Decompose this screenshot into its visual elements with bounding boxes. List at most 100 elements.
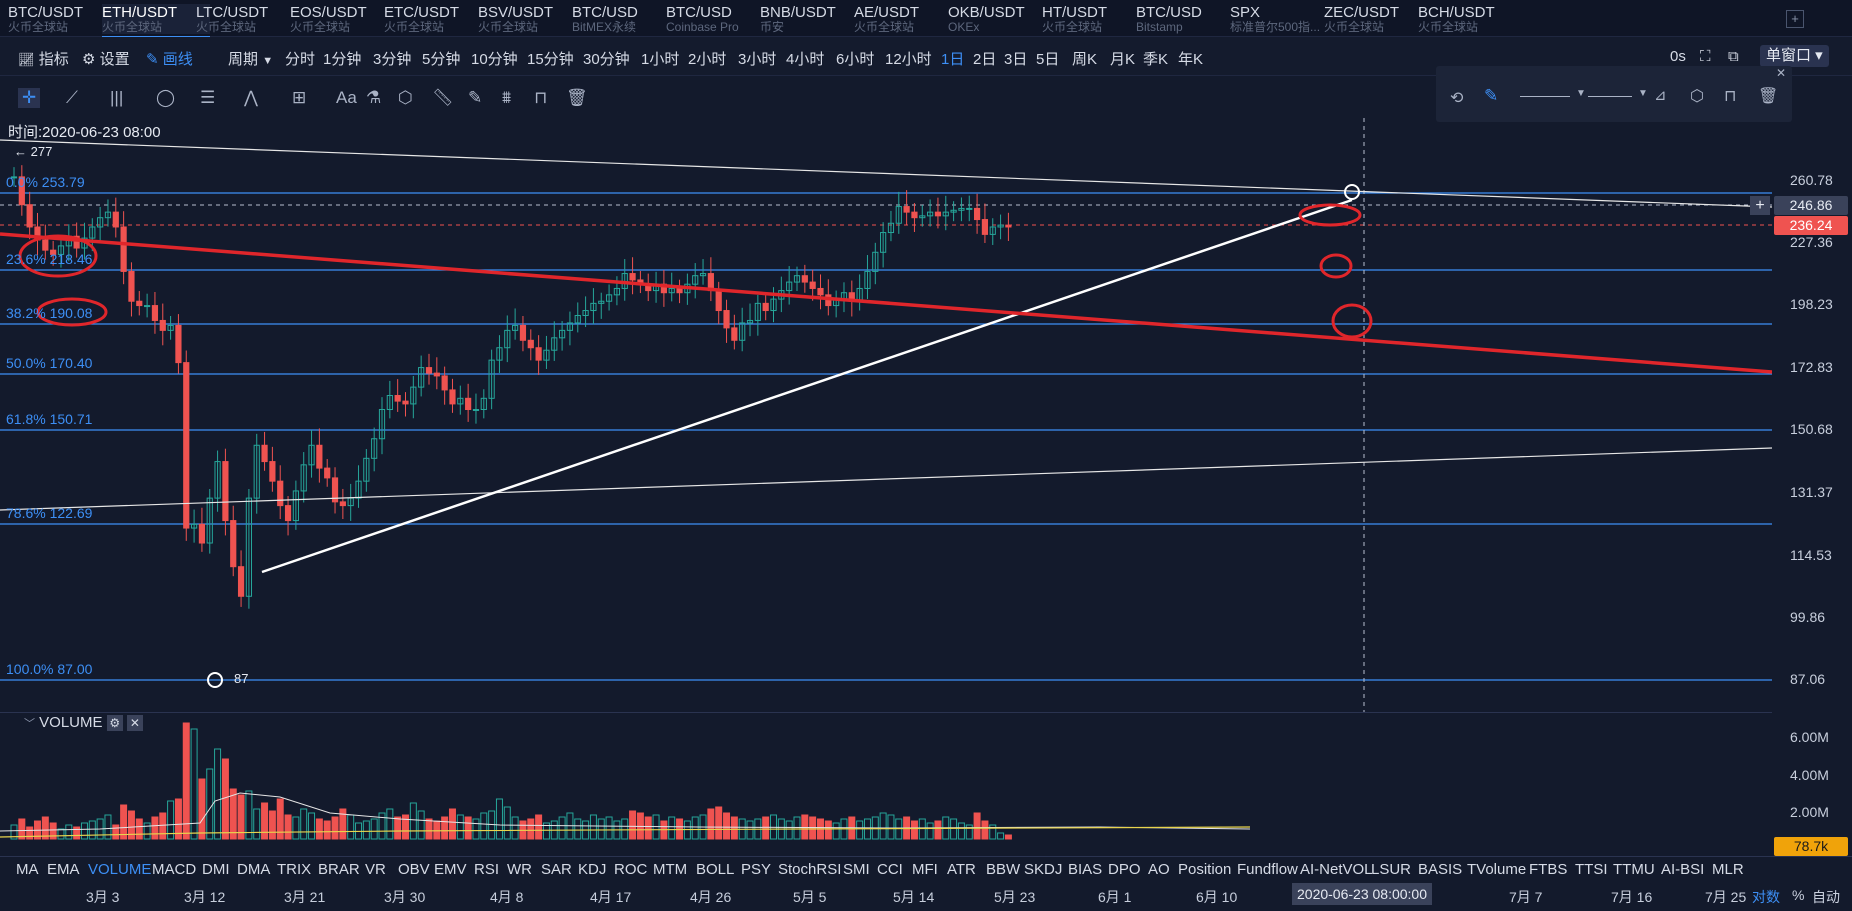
indicator-option[interactable]: RSI: [474, 861, 500, 878]
screenshot-icon[interactable]: ⧉: [1728, 48, 1739, 65]
indicator-option[interactable]: Fundflow: [1237, 861, 1298, 878]
period-option[interactable]: 1日: [941, 51, 965, 68]
indicator-option[interactable]: TTSI: [1575, 861, 1608, 878]
trendline-icon[interactable]: ⟋: [66, 88, 78, 107]
trendline-anchor[interactable]: [1344, 184, 1360, 200]
lock-icon[interactable]: ⊓: [1724, 88, 1737, 105]
resistance-trendline[interactable]: [0, 139, 1772, 208]
indicator-option[interactable]: SMI: [843, 861, 870, 878]
period-option[interactable]: 季K: [1143, 51, 1169, 68]
highlight-ellipse[interactable]: [1331, 303, 1373, 339]
indicator-option[interactable]: TVolume: [1467, 861, 1527, 878]
period-option[interactable]: 2小时: [688, 51, 727, 68]
period-option[interactable]: 30分钟: [583, 51, 630, 68]
indicator-option[interactable]: AO: [1148, 861, 1170, 878]
symbol-tab[interactable]: ETH/USDT 火币全球站: [102, 4, 210, 38]
ruler-icon[interactable]: 📏︎: [432, 88, 454, 107]
close-icon[interactable]: ✕: [1775, 66, 1786, 80]
symbol-tab[interactable]: ETC/USDT 火币全球站: [384, 4, 492, 34]
symbol-tab[interactable]: BTC/USDT 火币全球站: [8, 4, 116, 34]
symbol-tab[interactable]: OKB/USDT OKEx: [948, 4, 1056, 34]
indicator-option[interactable]: DPO: [1108, 861, 1141, 878]
fib-anchor[interactable]: [207, 672, 223, 688]
indicator-option[interactable]: FTBS: [1529, 861, 1568, 878]
scale-option[interactable]: 自动: [1812, 889, 1840, 905]
collapse-icon[interactable]: ﹀: [24, 718, 35, 730]
magnet-icon[interactable]: ⩩: [502, 88, 512, 107]
fullscreen-icon[interactable]: ⛶: [1700, 48, 1711, 65]
period-option[interactable]: 5分钟: [422, 51, 461, 68]
indicator-option[interactable]: BASIS: [1418, 861, 1463, 878]
indicator-option[interactable]: MLR: [1712, 861, 1744, 878]
indicator-option[interactable]: MFI: [912, 861, 938, 878]
symbol-tab[interactable]: BCH/USDT 火币全球站: [1418, 4, 1526, 34]
indicator-option[interactable]: AI-BSI: [1661, 861, 1705, 878]
ellipse-icon[interactable]: ◯: [156, 88, 176, 107]
indicator-option[interactable]: BBW: [986, 861, 1021, 878]
indicator-option[interactable]: MTM: [653, 861, 688, 878]
visibility-icon[interactable]: ⊿: [1654, 87, 1667, 104]
indicator-option[interactable]: OBV: [398, 861, 430, 878]
symbol-tab[interactable]: BTC/USD Coinbase Pro: [666, 4, 774, 34]
symbol-tab[interactable]: BSV/USDT 火币全球站: [478, 4, 586, 34]
symbol-tab[interactable]: AE/USDT 火币全球站: [854, 4, 962, 34]
highlight-ellipse[interactable]: [1319, 253, 1353, 279]
period-option[interactable]: 15分钟: [527, 51, 574, 68]
text-icon[interactable]: Aa: [336, 88, 357, 107]
indicator-option[interactable]: KDJ: [578, 861, 607, 878]
channel-trendline[interactable]: [0, 447, 1772, 511]
pattern-icon[interactable]: ⋀: [244, 88, 258, 107]
symbol-tab[interactable]: HT/USDT 火币全球站: [1042, 4, 1150, 34]
indicator-option[interactable]: ROC: [614, 861, 648, 878]
period-option[interactable]: 月K: [1110, 51, 1136, 68]
period-option[interactable]: 4小时: [786, 51, 825, 68]
brush-icon[interactable]: ⚗: [366, 88, 382, 107]
volume-pane[interactable]: [0, 712, 1772, 855]
period-option[interactable]: 1分钟: [323, 51, 362, 68]
close-icon[interactable]: ✕: [126, 715, 143, 731]
period-option[interactable]: 10分钟: [471, 51, 518, 68]
scale-option[interactable]: %: [1792, 887, 1805, 903]
parallel-lines-icon[interactable]: |||: [110, 88, 124, 107]
period-option[interactable]: 12小时: [885, 51, 932, 68]
period-option[interactable]: 5日: [1036, 51, 1060, 68]
indicator-option[interactable]: TTMU: [1613, 861, 1655, 878]
period-option[interactable]: 3小时: [738, 51, 777, 68]
indicator-option[interactable]: VR: [365, 861, 386, 878]
date-axis[interactable]: 3月 3 3月 12 3月 21 3月 30 4月 8 4月 17 4月 26 5月 5 5月 …: [0, 881, 1852, 911]
indicator-option[interactable]: DMA: [237, 861, 271, 878]
line-color-icon[interactable]: ✎: [1484, 86, 1499, 105]
period-dropdown[interactable]: 周期 ▼: [228, 51, 274, 68]
indicator-option[interactable]: LSUR: [1371, 861, 1412, 878]
price-axis[interactable]: 260.78 227.36 198.23 172.83 150.68 131.37 114.…: [1772, 118, 1852, 712]
symbol-tab[interactable]: EOS/USDT 火币全球站: [290, 4, 398, 34]
pen-icon[interactable]: ✎: [468, 88, 483, 107]
period-option[interactable]: 6小时: [836, 51, 875, 68]
symbol-tab[interactable]: BNB/USDT 币安: [760, 4, 868, 34]
price-chart[interactable]: [0, 118, 1772, 712]
period-option[interactable]: 1小时: [641, 51, 680, 68]
indicator-option[interactable]: EMA: [47, 861, 80, 878]
period-option[interactable]: 周K: [1072, 51, 1098, 68]
highlight-ellipse[interactable]: [18, 234, 98, 278]
indicator-option[interactable]: TRIX: [277, 861, 312, 878]
indicator-option[interactable]: StochRSI: [778, 861, 842, 878]
line-style-select[interactable]: [1588, 96, 1632, 97]
settings-button[interactable]: ⚙ 设置: [82, 51, 130, 68]
indicator-option[interactable]: EMV: [434, 861, 467, 878]
symbol-tab[interactable]: BTC/USD Bitstamp: [1136, 4, 1244, 34]
highlight-ellipse[interactable]: [36, 297, 108, 327]
fib-icon[interactable]: ☰: [200, 88, 216, 107]
settings-icon[interactable]: ⬡: [1690, 88, 1704, 105]
line-width-select[interactable]: [1520, 96, 1570, 97]
symbol-tab[interactable]: ZEC/USDT 火币全球站: [1324, 4, 1432, 34]
indicator-option[interactable]: VOLUME: [88, 861, 152, 878]
support-trendline[interactable]: [261, 198, 1353, 574]
symbol-tab[interactable]: LTC/USDT 火币全球站: [196, 4, 304, 34]
settings-icon[interactable]: ⚙: [106, 715, 123, 731]
window-mode-select[interactable]: 单窗口 ▾: [1760, 45, 1829, 67]
trash-icon[interactable]: 🗑︎: [566, 88, 588, 107]
add-alert-icon[interactable]: +: [1750, 196, 1770, 215]
period-option[interactable]: 分时: [285, 51, 316, 68]
indicator-option[interactable]: CCI: [877, 861, 903, 878]
